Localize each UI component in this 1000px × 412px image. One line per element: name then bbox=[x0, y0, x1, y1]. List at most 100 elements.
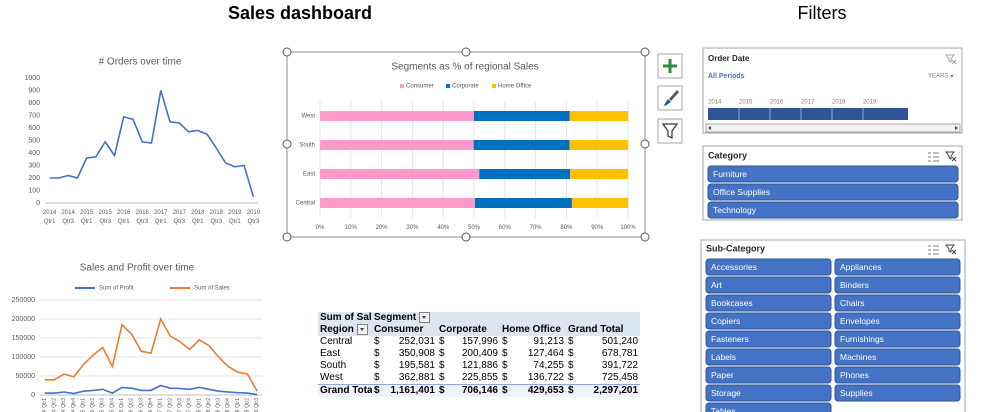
slicer-item-label[interactable]: Copiers bbox=[711, 316, 740, 326]
slicer-item[interactable] bbox=[705, 312, 832, 330]
x-tick-label: 2017 Qtr2 bbox=[168, 398, 174, 412]
resize-handles[interactable] bbox=[282, 47, 650, 242]
chart-filters-button[interactable] bbox=[657, 118, 683, 144]
value-field: Sum of Sales bbox=[318, 312, 372, 325]
slicer-item[interactable] bbox=[707, 183, 959, 201]
pivot-row: South $195,581 $121,886 $74,255 $391,722 bbox=[318, 360, 640, 372]
cell: $252,031 bbox=[374, 336, 435, 348]
x-tick-quarter: Qtr2 bbox=[206, 398, 212, 408]
slicer-item-label[interactable]: Chairs bbox=[840, 298, 865, 308]
slicer-item[interactable] bbox=[705, 294, 832, 312]
slicer-item-label[interactable]: Paper bbox=[711, 370, 734, 380]
pivot-row: East $350,908 $200,409 $127,464 $678,781 bbox=[318, 348, 640, 360]
slicer-item-label[interactable]: Accessories bbox=[711, 262, 757, 272]
slicer-item-label[interactable]: Appliances bbox=[840, 262, 882, 272]
cell: $200,409 bbox=[439, 348, 498, 360]
cell: $725,458 bbox=[568, 372, 638, 384]
timeline-scrollbar[interactable] bbox=[705, 123, 961, 133]
x-tick-year: 2018 bbox=[191, 210, 205, 216]
multi-select-icon[interactable] bbox=[928, 152, 939, 162]
slicer-item-label[interactable]: Binders bbox=[840, 280, 869, 290]
x-tick-quarter: Qtr3 bbox=[248, 219, 260, 225]
slicer-item[interactable] bbox=[834, 258, 961, 276]
slicer-item[interactable] bbox=[834, 384, 961, 402]
value-cell: $391,722 bbox=[566, 360, 640, 372]
cell: $127,464 bbox=[502, 348, 564, 360]
x-tick-text: 2015 Qtr3 bbox=[100, 398, 106, 412]
row-label: Grand Total bbox=[318, 384, 372, 398]
slicer-item-label[interactable]: Furnishings bbox=[840, 334, 884, 344]
cell: $350,908 bbox=[374, 348, 435, 360]
timeline-bar[interactable] bbox=[708, 108, 908, 120]
multi-select-icon[interactable] bbox=[928, 245, 939, 255]
clear-filter-icon[interactable] bbox=[945, 244, 957, 255]
cell: $362,881 bbox=[374, 372, 435, 384]
slicer-item-label[interactable]: Supplies bbox=[840, 388, 873, 398]
clear-filter-icon[interactable] bbox=[945, 151, 957, 162]
pivot-body: Sum of SalesSegmentRegionConsumerCorpora… bbox=[318, 312, 641, 398]
slicer-item[interactable] bbox=[834, 348, 961, 366]
slicer-item-label[interactable]: Bookcases bbox=[711, 298, 753, 308]
bar-segment bbox=[473, 140, 570, 150]
value: 91,213 bbox=[533, 336, 564, 348]
row-field-cell: Region bbox=[318, 324, 372, 337]
x-tick-year: 2015 bbox=[99, 210, 113, 216]
slicer-item[interactable] bbox=[705, 330, 832, 348]
legend-label: Corporate bbox=[452, 84, 479, 90]
y-tick-label: 50000 bbox=[16, 373, 36, 380]
slicer-title: Category bbox=[708, 150, 747, 160]
pivot-header-row: Sum of SalesSegment bbox=[318, 312, 641, 325]
row-field: Region bbox=[320, 324, 354, 336]
slicer-item-label[interactable]: Fasteners bbox=[711, 334, 749, 344]
slicer-item[interactable] bbox=[834, 366, 961, 384]
slicer-item-label[interactable]: Envelopes bbox=[840, 316, 880, 326]
x-tick-quarter: Qtr3 bbox=[136, 219, 148, 225]
x-tick-text: 2017 Qtr1 bbox=[158, 398, 164, 412]
slicer-item[interactable] bbox=[705, 348, 832, 366]
level-dropdown[interactable] bbox=[950, 75, 954, 78]
filter-dropdown[interactable] bbox=[419, 312, 431, 323]
slicer-item[interactable] bbox=[834, 330, 961, 348]
slicer-item[interactable] bbox=[705, 384, 832, 402]
value: 121,886 bbox=[461, 360, 498, 372]
timeline-level[interactable]: YEARS bbox=[928, 74, 948, 80]
x-tick-quarter: Qtr1 bbox=[81, 219, 93, 225]
slicer-item-label[interactable]: Office Supplies bbox=[713, 187, 770, 197]
slicer-item-label[interactable]: Art bbox=[711, 280, 723, 290]
y-tick-label: 300 bbox=[28, 162, 40, 169]
slicer-item[interactable] bbox=[705, 402, 832, 412]
x-tick-text: 2015 Qtr2 bbox=[90, 398, 96, 412]
slicer-title: Sub-Category bbox=[706, 243, 765, 253]
x-tick-year: 2014 bbox=[61, 210, 75, 216]
slicer-item-label[interactable]: Machines bbox=[840, 352, 876, 362]
x-tick-text: 2016 Qtr2 bbox=[129, 398, 135, 412]
value: 200,409 bbox=[461, 348, 498, 360]
slicer-item[interactable] bbox=[834, 276, 961, 294]
y-tick-label: 150000 bbox=[12, 335, 35, 342]
slicer-item-label[interactable]: Technology bbox=[713, 205, 757, 215]
x-tick-quarter: Qtr1 bbox=[42, 398, 48, 408]
x-tick-quarter: Qtr1 bbox=[119, 398, 125, 408]
slicer-item-label[interactable]: Labels bbox=[711, 352, 736, 362]
slicer-item[interactable] bbox=[834, 294, 961, 312]
chart-elements-button[interactable] bbox=[657, 53, 683, 79]
x-tick-label: 60% bbox=[499, 225, 512, 231]
slicer-item-label[interactable]: Phones bbox=[840, 370, 869, 380]
clear-filter-icon[interactable] bbox=[945, 54, 957, 65]
slicer-item[interactable] bbox=[834, 312, 961, 330]
slicer-item-label[interactable]: Tables bbox=[711, 406, 736, 412]
slicer-item-label[interactable]: Furniture bbox=[713, 169, 747, 179]
slicer-item[interactable] bbox=[705, 366, 832, 384]
chart-styles-button[interactable] bbox=[657, 85, 683, 111]
slicer-item[interactable] bbox=[705, 258, 832, 276]
x-tick-year: 2014 bbox=[52, 410, 58, 412]
slicer-item[interactable] bbox=[707, 201, 959, 219]
filter-dropdown[interactable] bbox=[356, 324, 368, 336]
slicer-item[interactable] bbox=[707, 165, 959, 183]
column-field: Segment bbox=[374, 312, 417, 324]
value-cell: $725,458 bbox=[566, 372, 640, 385]
slicer-item[interactable] bbox=[705, 276, 832, 294]
slicer-item-label[interactable]: Storage bbox=[711, 388, 741, 398]
x-tick-quarter: Qtr1 bbox=[197, 398, 203, 408]
